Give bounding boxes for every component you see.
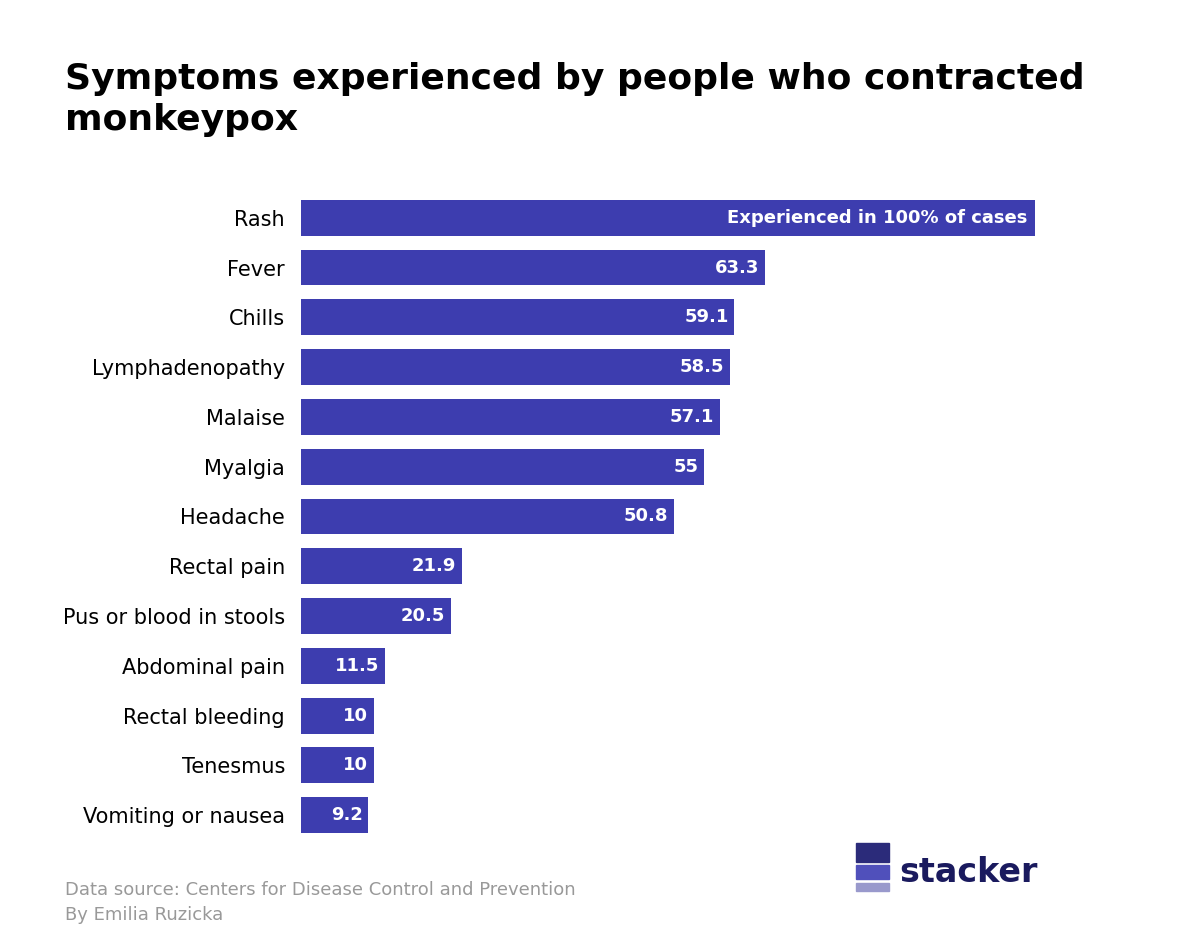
Text: 11.5: 11.5 bbox=[335, 657, 380, 675]
Text: stacker: stacker bbox=[899, 856, 1037, 888]
Bar bbox=[301, 499, 674, 534]
Text: 58.5: 58.5 bbox=[680, 358, 725, 376]
Bar bbox=[301, 698, 374, 733]
Bar bbox=[301, 300, 734, 335]
Text: 10: 10 bbox=[343, 756, 368, 774]
Bar bbox=[301, 598, 451, 634]
Text: 10: 10 bbox=[343, 706, 368, 724]
Bar bbox=[301, 797, 368, 833]
Bar bbox=[301, 747, 374, 783]
Bar bbox=[301, 200, 1035, 236]
Text: 20.5: 20.5 bbox=[401, 607, 445, 625]
Text: 9.2: 9.2 bbox=[330, 806, 362, 824]
Bar bbox=[301, 448, 704, 485]
Text: Data source: Centers for Disease Control and Prevention: Data source: Centers for Disease Control… bbox=[65, 881, 576, 899]
Text: 50.8: 50.8 bbox=[623, 507, 668, 526]
Bar bbox=[301, 249, 766, 286]
Text: By Emilia Ruzicka: By Emilia Ruzicka bbox=[65, 906, 223, 924]
Text: 63.3: 63.3 bbox=[715, 259, 760, 277]
Bar bbox=[301, 399, 720, 435]
Text: 57.1: 57.1 bbox=[669, 407, 714, 426]
Text: Experienced in 100% of cases: Experienced in 100% of cases bbox=[727, 208, 1028, 227]
Text: 59.1: 59.1 bbox=[684, 308, 728, 327]
Text: Symptoms experienced by people who contracted
monkeypox: Symptoms experienced by people who contr… bbox=[65, 62, 1084, 137]
Bar bbox=[301, 548, 461, 585]
Bar bbox=[301, 349, 730, 385]
Bar bbox=[301, 648, 385, 684]
Text: 55: 55 bbox=[674, 458, 699, 476]
Text: 21.9: 21.9 bbox=[412, 557, 455, 575]
